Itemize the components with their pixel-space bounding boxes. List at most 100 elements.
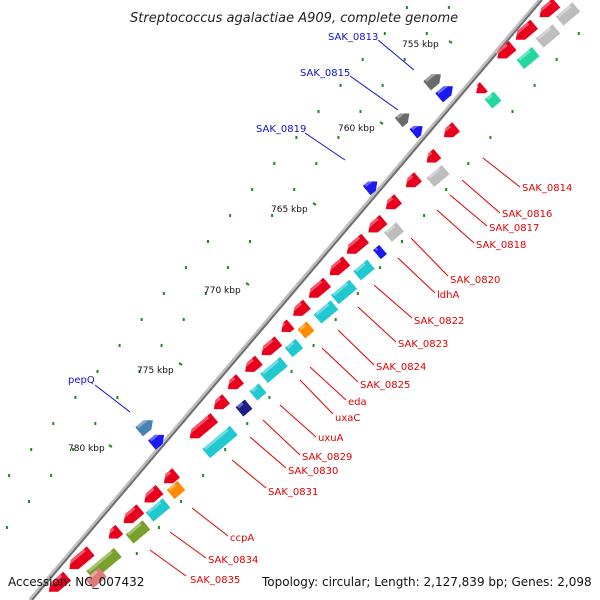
feature-block[interactable] xyxy=(202,425,238,459)
track-dot xyxy=(52,422,55,425)
feature-block[interactable] xyxy=(384,222,404,242)
track-dot xyxy=(337,136,340,139)
feature-block[interactable] xyxy=(330,279,358,305)
cds-reverse[interactable] xyxy=(45,571,72,597)
cds-forward[interactable] xyxy=(362,177,381,196)
label-sak-0815[interactable]: SAK_0815 xyxy=(300,68,350,79)
label-ccpa[interactable]: ccpA xyxy=(230,533,254,544)
track-dot xyxy=(273,162,276,165)
feature-block[interactable] xyxy=(145,498,171,522)
label-sak-0819[interactable]: SAK_0819 xyxy=(256,124,306,135)
label-sak-0831[interactable]: SAK_0831 xyxy=(268,487,318,498)
feature-block[interactable] xyxy=(535,24,561,48)
label-sak-0824[interactable]: SAK_0824 xyxy=(376,362,426,373)
feature-block[interactable] xyxy=(297,321,315,339)
label-sak-0823[interactable]: SAK_0823 xyxy=(398,339,448,350)
cds-reverse[interactable] xyxy=(305,277,332,303)
feature-block[interactable] xyxy=(426,164,450,188)
cds-reverse[interactable] xyxy=(105,524,124,543)
tick-label-755: 755 kbp xyxy=(402,40,439,50)
feature-block[interactable] xyxy=(555,2,581,26)
cds-forward[interactable] xyxy=(435,82,457,103)
track-dot xyxy=(290,370,293,373)
label-pepq[interactable]: pepQ xyxy=(68,375,95,386)
cds-reverse[interactable] xyxy=(440,122,460,141)
cds-reverse[interactable] xyxy=(326,256,351,279)
label-uxua[interactable]: uxuA xyxy=(318,433,344,444)
label-sak-0822[interactable]: SAK_0822 xyxy=(414,316,464,327)
kbp-ticks: 755 kbp 760 kbp 765 kbp 770 kbp 775 kbp … xyxy=(68,40,439,454)
feature-block[interactable] xyxy=(85,567,107,589)
track-dot xyxy=(405,6,408,9)
cds-reverse[interactable] xyxy=(493,40,517,63)
cds-reverse[interactable] xyxy=(224,374,244,393)
track-dot xyxy=(226,266,229,269)
cds-forward[interactable] xyxy=(148,430,168,450)
feature-block[interactable] xyxy=(166,480,186,500)
track-dot xyxy=(74,396,77,399)
cds-reverse[interactable] xyxy=(278,319,295,337)
cds-reverse[interactable] xyxy=(343,233,370,259)
label-sak-0814[interactable]: SAK_0814 xyxy=(522,183,572,194)
label-sak-0816[interactable]: SAK_0816 xyxy=(502,209,552,220)
feature-block[interactable] xyxy=(373,244,387,260)
track-dot xyxy=(204,292,207,295)
feature-block[interactable] xyxy=(125,520,151,544)
cds-reverse[interactable] xyxy=(289,299,311,321)
track-dot xyxy=(28,500,30,503)
label-sak-0835[interactable]: SAK_0835 xyxy=(190,575,240,586)
track-dot xyxy=(268,396,271,399)
label-ldha[interactable]: ldhA xyxy=(437,290,459,301)
track-dot xyxy=(94,422,97,425)
cds-forward[interactable] xyxy=(472,82,488,98)
cds-reverse[interactable] xyxy=(120,504,145,527)
track-dot xyxy=(72,448,75,451)
cds-forward[interactable] xyxy=(135,416,157,437)
cds-reverse[interactable] xyxy=(210,394,230,413)
cds-reverse[interactable] xyxy=(160,468,180,487)
label-sak-0817[interactable]: SAK_0817 xyxy=(489,223,539,234)
label-sak-0813[interactable]: SAK_0813 xyxy=(328,32,378,43)
feature-block[interactable] xyxy=(284,338,304,358)
label-uxac[interactable]: uxaC xyxy=(335,413,360,424)
feature-block[interactable] xyxy=(353,259,375,281)
track-dot xyxy=(339,84,342,87)
cds-reverse[interactable] xyxy=(364,214,388,237)
label-sak-0829[interactable]: SAK_0829 xyxy=(302,452,352,463)
feature-block[interactable] xyxy=(235,399,253,417)
feature-block[interactable] xyxy=(516,46,540,70)
tick-label-760: 760 kbp xyxy=(338,124,375,134)
cds-reverse[interactable] xyxy=(423,148,442,167)
label-sak-0830[interactable]: SAK_0830 xyxy=(288,466,338,477)
cds-reverse[interactable] xyxy=(241,355,263,377)
cds-reverse[interactable] xyxy=(512,19,539,45)
label-eda[interactable]: eda xyxy=(348,397,367,408)
reverse-labels: SAK_0814 SAK_0816 SAK_0817 SAK_0818 SAK_… xyxy=(149,157,572,586)
track-dot xyxy=(271,214,274,217)
cds-forward[interactable] xyxy=(423,70,445,91)
track-dot xyxy=(8,474,11,477)
cds-forward[interactable] xyxy=(409,122,427,139)
feature-block[interactable] xyxy=(249,383,267,401)
cds-reverse[interactable] xyxy=(65,546,95,573)
track-dot xyxy=(533,84,536,87)
cds-reverse[interactable] xyxy=(258,336,283,359)
cds-reverse[interactable] xyxy=(382,194,402,213)
cds-forward[interactable] xyxy=(394,109,413,128)
track-dot xyxy=(50,474,53,477)
label-sak-0818[interactable]: SAK_0818 xyxy=(476,240,526,251)
cds-reverse[interactable] xyxy=(402,172,422,191)
track-dot xyxy=(359,110,362,113)
cds-reverse[interactable] xyxy=(140,484,164,507)
feature-block[interactable] xyxy=(484,91,502,109)
label-sak-0834[interactable]: SAK_0834 xyxy=(208,555,258,566)
cds-reverse[interactable] xyxy=(536,0,561,22)
feature-block[interactable] xyxy=(313,300,339,324)
feature-block[interactable] xyxy=(260,357,288,383)
label-sak-0820[interactable]: SAK_0820 xyxy=(450,275,500,286)
track-dot xyxy=(162,292,165,295)
track-dot xyxy=(182,318,185,321)
track-dot xyxy=(511,110,514,113)
cds-reverse[interactable] xyxy=(186,413,219,443)
label-sak-0825[interactable]: SAK_0825 xyxy=(360,380,410,391)
